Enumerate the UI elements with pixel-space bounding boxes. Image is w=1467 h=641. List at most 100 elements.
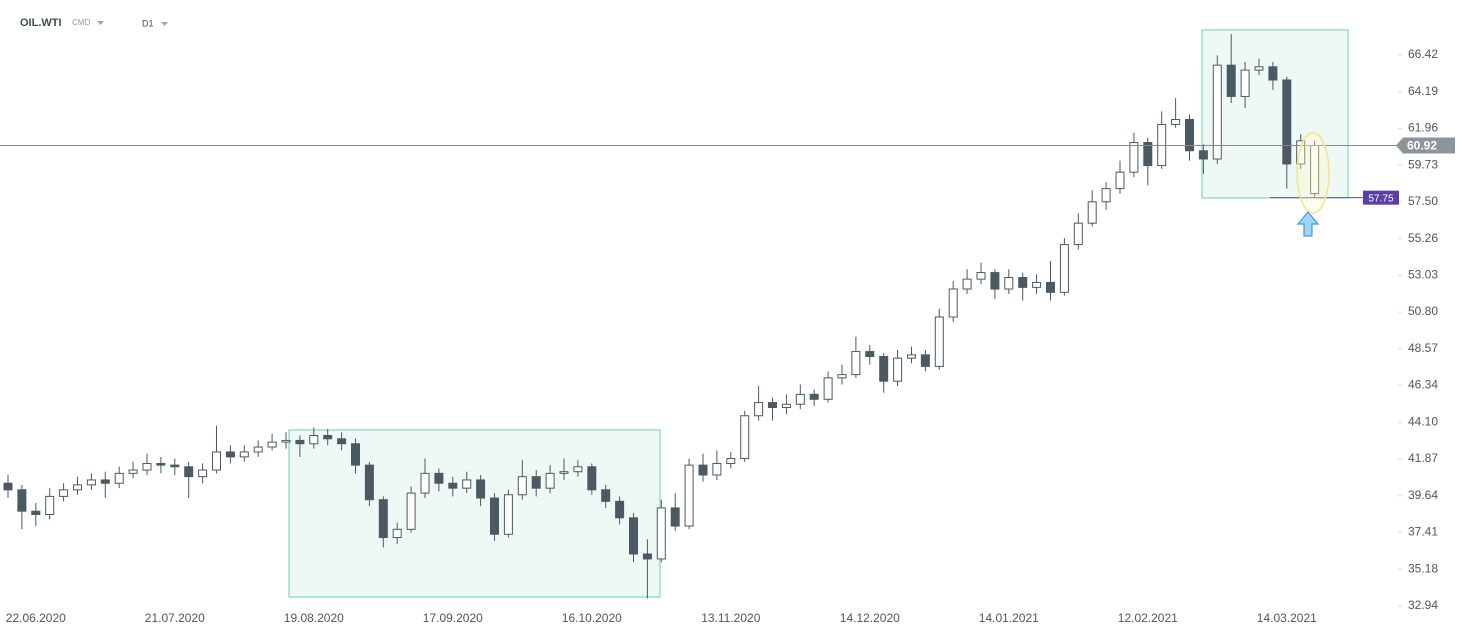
candle-body xyxy=(420,472,430,494)
level-label: 57.75 xyxy=(1368,193,1393,204)
candle-body xyxy=(351,443,360,466)
candle-body xyxy=(128,469,138,474)
candle-body xyxy=(837,374,847,379)
candle-body xyxy=(545,472,555,489)
candle-body xyxy=(476,479,486,499)
y-tick-label: 35.18 xyxy=(1408,561,1438,575)
candle-body xyxy=(86,479,96,486)
candle-body xyxy=(642,553,652,560)
y-tick-label: 59.73 xyxy=(1408,157,1438,171)
candle-body xyxy=(893,357,903,382)
candle-body xyxy=(212,451,221,471)
candle-body xyxy=(1143,142,1153,167)
candle-body xyxy=(434,472,444,484)
plot-area: 32.94 35.18 37.41 39.64 41.87 44.10 46.34 48.57… xyxy=(0,33,1455,625)
level-tag xyxy=(1363,190,1399,205)
candle-body xyxy=(1046,281,1055,293)
candle-body xyxy=(1059,244,1069,293)
x-tick-label: 19.08.2020 xyxy=(284,611,344,625)
candle-body xyxy=(976,272,986,280)
candle-body xyxy=(3,482,13,491)
candle-body xyxy=(17,489,27,512)
candle-body xyxy=(629,517,638,555)
x-tick-label: 14.03.2021 xyxy=(1257,611,1317,625)
x-tick-label: 21.07.2020 xyxy=(145,611,205,625)
y-tick-label: 55.26 xyxy=(1408,231,1438,245)
symbol[interactable]: OIL.WTI xyxy=(20,17,62,29)
market: CMD xyxy=(72,18,90,27)
candle-body xyxy=(879,355,889,382)
dropdown-caret[interactable] xyxy=(161,22,168,26)
candle-body xyxy=(920,354,930,367)
candle-body xyxy=(962,278,972,290)
candle-body xyxy=(323,434,333,440)
candle-body xyxy=(156,462,166,466)
candle-body xyxy=(267,441,277,448)
y-tick-label: 48.57 xyxy=(1408,341,1438,355)
candle-body xyxy=(670,507,680,527)
candle-body xyxy=(1296,140,1306,165)
candle-body xyxy=(337,438,347,445)
candle-body xyxy=(114,472,124,484)
candle-body xyxy=(1254,66,1264,71)
candle-body xyxy=(198,469,208,478)
candle-body xyxy=(448,482,458,489)
y-tick-label: 61.96 xyxy=(1408,121,1438,135)
y-tick-label: 44.10 xyxy=(1408,415,1438,429)
candle-body xyxy=(1282,79,1292,165)
candle-body xyxy=(698,464,708,476)
candle-body xyxy=(1032,281,1042,288)
candle-body xyxy=(684,464,694,527)
candle-body xyxy=(1171,118,1181,125)
candle-body xyxy=(392,528,402,539)
candle-body xyxy=(781,403,791,409)
candle-body xyxy=(309,434,319,445)
candle-body xyxy=(531,476,541,489)
candle-body xyxy=(1226,64,1236,97)
candle-body xyxy=(45,495,55,515)
candle-body xyxy=(295,439,305,445)
candle-body xyxy=(1129,142,1139,173)
interval[interactable]: D1 xyxy=(142,18,154,28)
candle-body xyxy=(184,466,194,478)
candle-body xyxy=(990,272,1000,290)
candle-body xyxy=(1087,201,1097,224)
candle-body xyxy=(59,489,69,497)
x-tick-label: 16.10.2020 xyxy=(562,611,622,625)
candle-body xyxy=(378,499,388,539)
candle-body xyxy=(615,500,625,519)
candle-body xyxy=(1268,66,1278,81)
price-tag xyxy=(1396,137,1455,154)
candle-body xyxy=(1018,276,1028,288)
candle-body xyxy=(948,288,958,318)
candle-body xyxy=(1198,150,1208,160)
candle-body xyxy=(1115,171,1125,190)
y-tick-label: 39.64 xyxy=(1408,488,1438,502)
candle-body xyxy=(281,439,291,443)
candle-body xyxy=(823,377,833,400)
candle-body xyxy=(795,393,805,405)
candle-body xyxy=(1101,188,1111,203)
candle-body xyxy=(559,471,569,474)
x-tick-label: 14.01.2021 xyxy=(979,611,1039,625)
x-tick-label: 14.12.2020 xyxy=(840,611,900,625)
candle-body xyxy=(517,476,527,496)
y-tick-label: 53.03 xyxy=(1408,268,1438,282)
y-tick-label: 64.19 xyxy=(1408,84,1438,98)
candle-body xyxy=(406,492,416,530)
candle-body xyxy=(100,479,110,484)
highlight-box xyxy=(1201,29,1349,199)
candle-body xyxy=(851,351,861,376)
y-tick-label: 66.42 xyxy=(1408,47,1438,61)
candle-body xyxy=(142,462,152,471)
candle-body xyxy=(490,497,499,535)
y-tick-label: 50.80 xyxy=(1408,304,1438,318)
dropdown-caret[interactable] xyxy=(97,21,104,25)
y-tick-label: 37.41 xyxy=(1408,525,1438,539)
candle-body xyxy=(1212,64,1222,160)
candle-body xyxy=(740,415,750,460)
x-tick-label: 17.09.2020 xyxy=(423,611,483,625)
candle-body xyxy=(587,466,597,491)
candle-body xyxy=(462,479,472,489)
